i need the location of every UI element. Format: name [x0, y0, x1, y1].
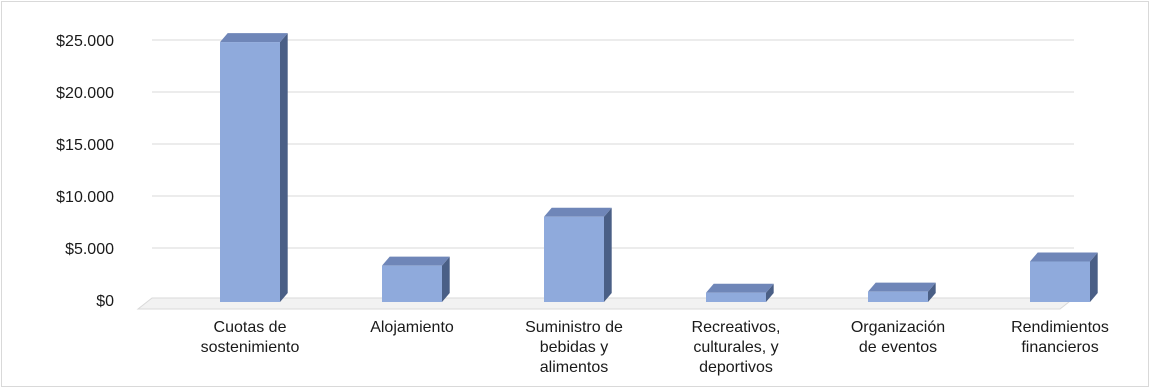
y-tick-label: $15.000: [56, 137, 114, 154]
y-tick-label: $5.000: [65, 241, 114, 258]
bar-top: [382, 256, 450, 266]
bar-top: [706, 283, 774, 293]
bar-top: [868, 282, 936, 292]
bar-side: [1090, 252, 1098, 302]
bar-side: [928, 282, 936, 302]
y-tick-label: $0: [96, 293, 114, 310]
bar-side: [280, 33, 288, 302]
x-category-label: Organización de eventos: [851, 319, 945, 356]
bar: [544, 216, 604, 302]
y-tick-label: $10.000: [56, 189, 114, 206]
bar-side: [604, 207, 612, 302]
y-tick-label: $20.000: [56, 85, 114, 102]
y-tick-label: $25.000: [56, 33, 114, 50]
x-category-label: Suministro de bebidas y alimentos: [525, 319, 623, 376]
bar-top: [220, 33, 288, 43]
bar-top: [1030, 252, 1098, 262]
x-category-label: Alojamiento: [370, 319, 454, 336]
bar: [706, 292, 766, 302]
bar: [868, 291, 928, 302]
bar-side: [442, 256, 450, 302]
x-category-label: Cuotas de sostenimiento: [201, 319, 300, 356]
bar-top: [544, 207, 612, 217]
x-category-label: Rendimientos financieros: [1011, 319, 1109, 356]
bar-side: [766, 283, 774, 302]
bar: [382, 265, 442, 302]
x-category-label: Recreativos, culturales, y deportivos: [692, 319, 781, 376]
bar: [220, 42, 280, 303]
bar: [1030, 261, 1090, 302]
